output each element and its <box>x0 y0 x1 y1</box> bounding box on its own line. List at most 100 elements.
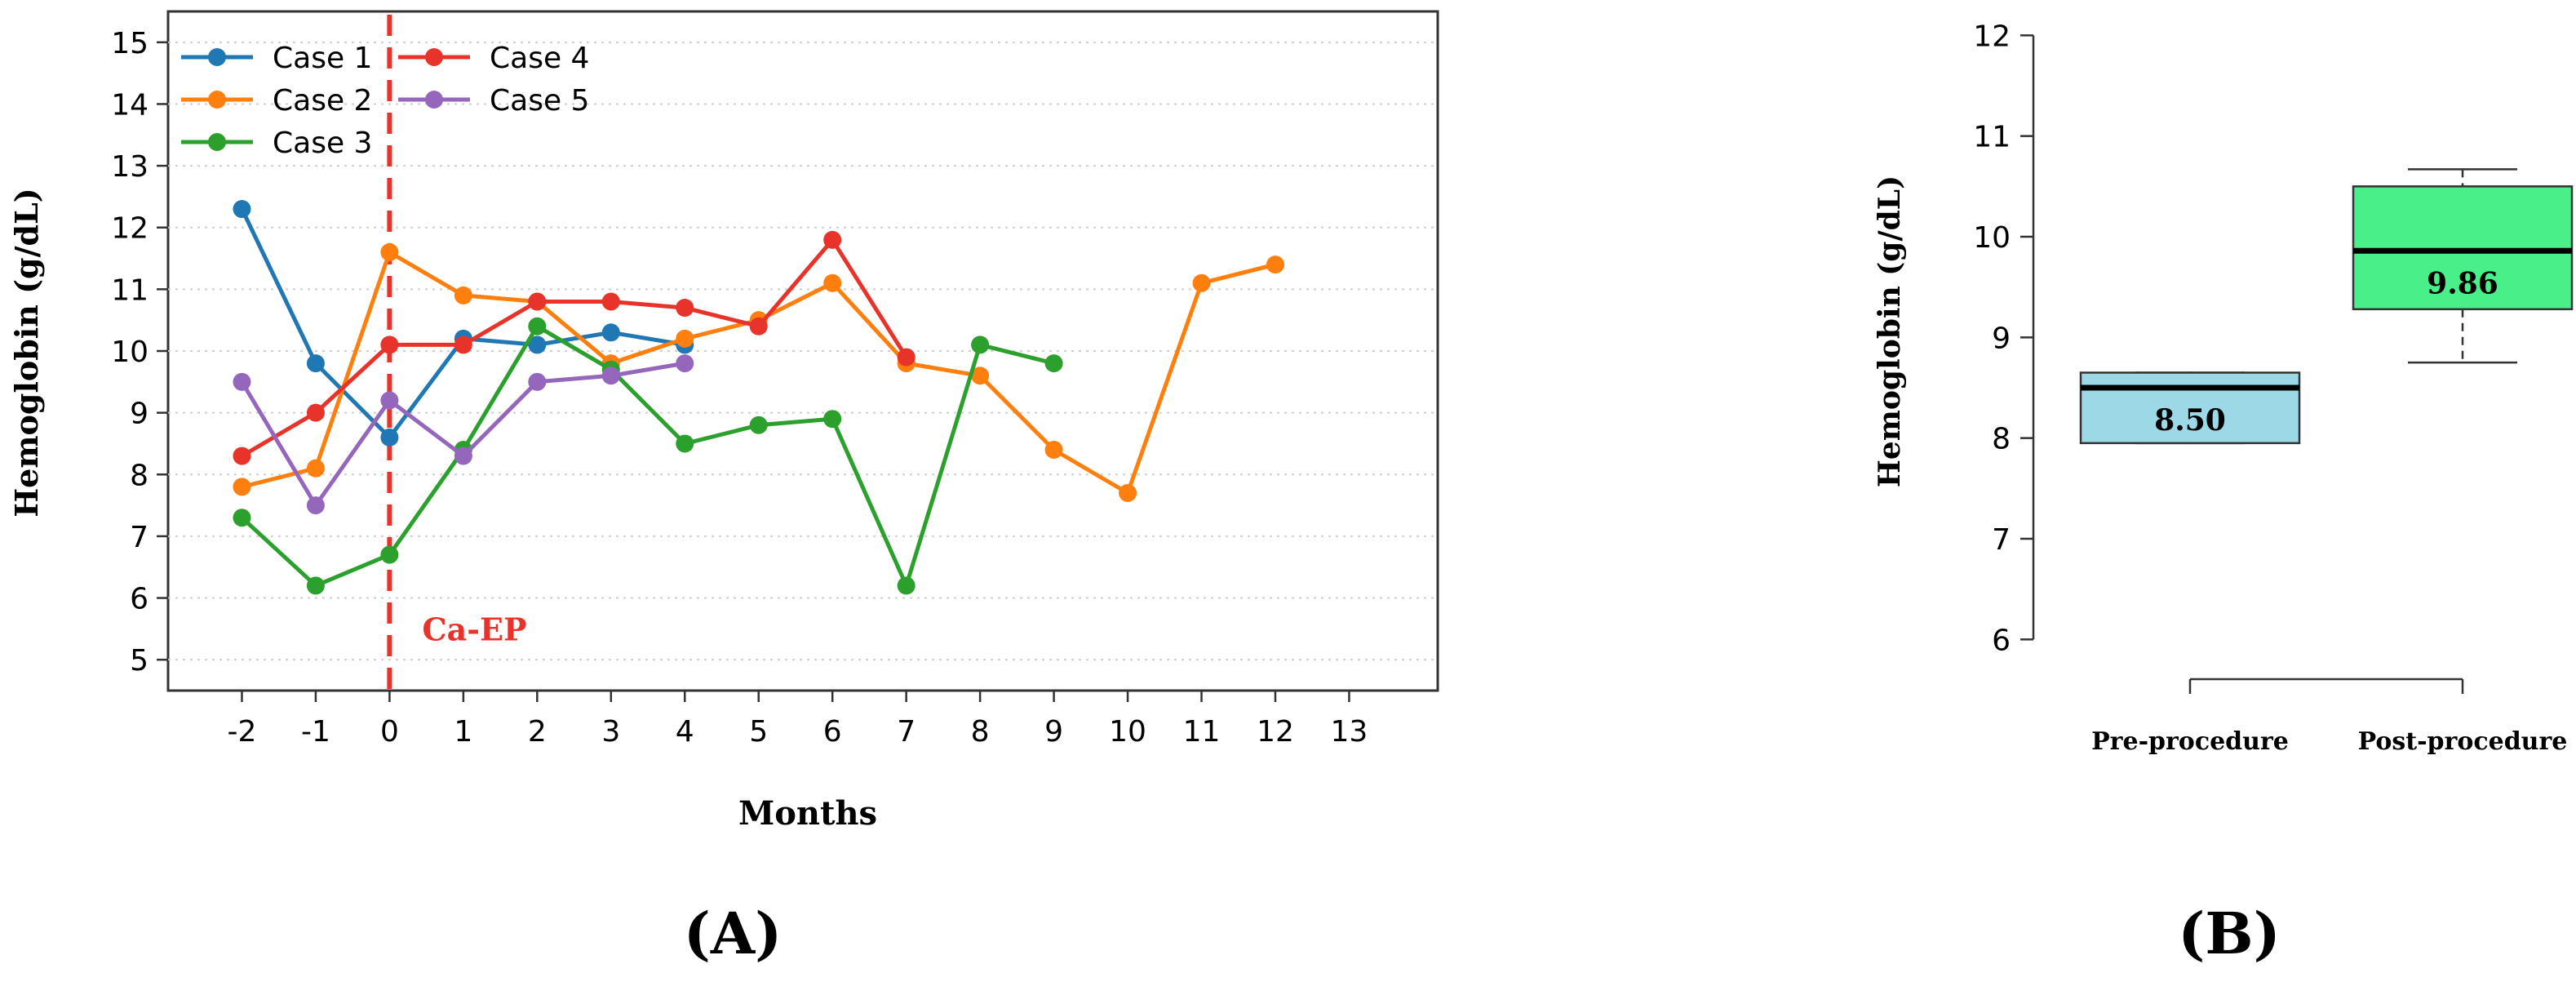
y-tick-label: 13 <box>111 150 149 184</box>
y-tick-label: 6 <box>130 583 149 616</box>
data-point <box>823 410 842 429</box>
x-tick-label: Pre-procedure <box>2091 727 2289 756</box>
y-tick-label: 9 <box>130 398 149 431</box>
legend-swatch-marker <box>425 91 443 109</box>
x-tick-label: 11 <box>1183 715 1221 749</box>
data-point <box>454 447 472 465</box>
y-axis-b: 6 7 8 9 10 11 12 <box>1973 20 2035 657</box>
x-tick-label: 8 <box>971 715 990 749</box>
box-body <box>2079 371 2301 445</box>
legend-swatch-marker <box>425 48 443 66</box>
data-point <box>306 403 325 422</box>
y-tick-label: 8 <box>1992 423 2011 456</box>
legend-label: Case 4 <box>490 42 589 75</box>
data-point <box>454 286 472 304</box>
median-label: 9.86 <box>2427 266 2498 300</box>
legend-swatch-marker <box>208 133 226 151</box>
box-body <box>2352 185 2574 311</box>
y-tick-label: 12 <box>1973 20 2011 53</box>
data-point <box>1192 273 1211 292</box>
data-point <box>601 292 620 311</box>
panel-label-a: (A) <box>684 900 783 967</box>
series-case-4 <box>233 230 916 465</box>
data-point <box>380 335 399 354</box>
y-axis-a: 5 6 7 8 9 10 11 12 13 14 15 <box>111 27 168 678</box>
median-label: 8.50 <box>2154 403 2226 438</box>
data-point <box>676 354 694 373</box>
data-point <box>528 292 547 311</box>
data-point <box>306 496 325 515</box>
x-tick-label: -2 <box>228 715 257 749</box>
data-point <box>1119 483 1137 502</box>
data-point <box>306 576 325 595</box>
data-point <box>749 317 768 335</box>
x-tick-label: 2 <box>528 715 547 749</box>
data-point <box>601 367 620 385</box>
x-axis-a: -2 -1 0 1 2 3 4 5 6 7 8 9 10 11 12 13 <box>228 691 1368 749</box>
y-tick-label: 9 <box>1992 322 2011 355</box>
series-line <box>241 238 908 458</box>
data-point <box>528 317 547 335</box>
legend-item: Case 3 <box>181 127 372 160</box>
x-tick-label: 6 <box>823 715 842 749</box>
legend-item: Case 5 <box>398 84 589 118</box>
x-tick-label: 4 <box>676 715 694 749</box>
data-point <box>233 447 251 465</box>
y-tick-label: 5 <box>130 644 149 678</box>
x-tick-label: -1 <box>301 715 330 749</box>
data-point <box>306 354 325 373</box>
data-point <box>454 335 472 354</box>
x-tick-label: 12 <box>1257 715 1294 749</box>
y-tick-label: 11 <box>1973 121 2011 154</box>
y-tick-label: 12 <box>111 212 149 246</box>
data-point <box>897 576 916 595</box>
legend-label: Case 3 <box>273 127 372 160</box>
boxes: 8.50 9.86 <box>2079 168 2574 445</box>
x-tick-label: 1 <box>454 715 472 749</box>
x-tick-label: 5 <box>749 715 768 749</box>
data-point <box>1044 441 1063 460</box>
y-tick-label: 15 <box>111 27 149 60</box>
y-tick-label: 10 <box>111 335 149 369</box>
x-tick-label: 7 <box>897 715 916 749</box>
x-tick-label: 13 <box>1331 715 1368 749</box>
data-point <box>233 200 251 219</box>
series-case-3 <box>233 317 1063 595</box>
data-point <box>676 299 694 318</box>
legend-label: Case 2 <box>273 84 372 118</box>
y-tick-label: 7 <box>1992 523 2011 557</box>
data-point <box>823 230 842 249</box>
panel-label-b: (B) <box>2178 900 2280 967</box>
data-point <box>380 545 399 564</box>
x-axis-label-a: Months <box>738 794 877 833</box>
data-point <box>528 335 547 354</box>
legend-item: Case 1 <box>181 42 372 75</box>
series-lines <box>233 200 1284 595</box>
gridlines-a <box>168 41 1438 661</box>
data-point <box>306 459 325 478</box>
data-point <box>380 428 399 447</box>
panel-b-box-plot: 6 7 8 9 10 11 12 Pre-procedure Post-procedure 8… <box>1873 20 2574 967</box>
box-pre-procedure: 8.50 <box>2079 371 2301 445</box>
box-post-procedure: 9.86 <box>2352 168 2574 364</box>
y-tick-label: 7 <box>130 521 149 554</box>
legend-label: Case 5 <box>490 84 589 118</box>
data-point <box>233 509 251 527</box>
y-axis-label-b: Hemoglobin (g/dL) <box>1873 176 1907 487</box>
x-axis-b: Pre-procedure Post-procedure <box>2091 678 2568 756</box>
data-point <box>897 348 916 367</box>
legend-swatch-marker <box>208 91 226 109</box>
data-point <box>1266 255 1284 274</box>
legend-swatch-marker <box>208 48 226 66</box>
data-point <box>676 329 694 348</box>
x-tick-label: Post-procedure <box>2358 727 2568 756</box>
y-axis-label-a: Hemoglobin (g/dL) <box>8 188 45 518</box>
legend-label: Case 1 <box>273 42 372 75</box>
y-tick-label: 10 <box>1973 221 2011 255</box>
data-point <box>971 367 990 385</box>
data-point <box>676 434 694 453</box>
data-point <box>1044 354 1063 373</box>
data-point <box>601 323 620 342</box>
